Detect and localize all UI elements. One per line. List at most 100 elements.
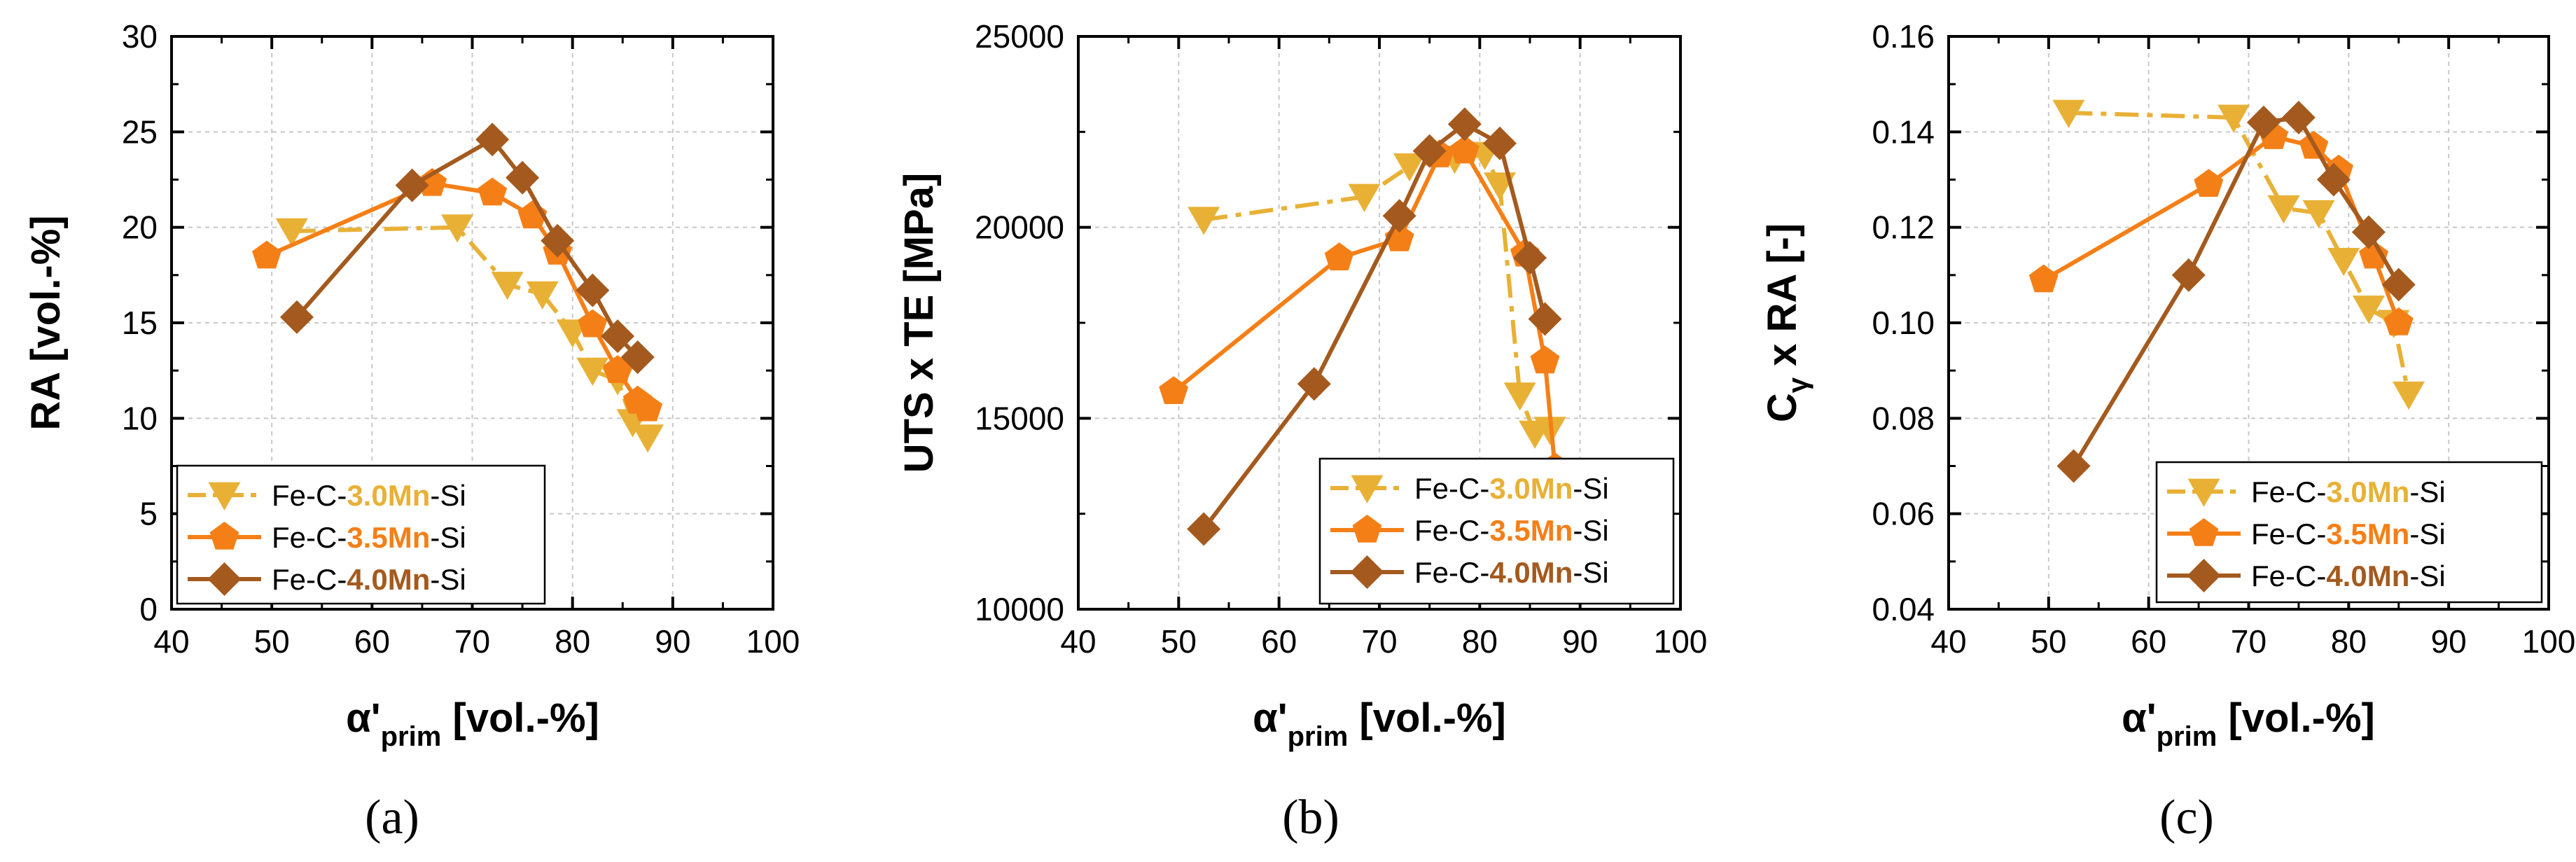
legend-label: Fe-C-3.0Mn-Si	[272, 479, 466, 512]
x-tick-label: 40	[1930, 623, 1966, 660]
x-tick-label: 90	[2431, 623, 2467, 660]
x-tick-label: 80	[2331, 623, 2367, 660]
y-axis-label: UTS x TE [MPa]	[896, 173, 942, 473]
y-tick-label: 20000	[975, 209, 1064, 246]
data-point	[633, 393, 662, 422]
y-tick-label: 10	[122, 400, 158, 436]
y-tick-label: 25	[122, 113, 158, 150]
legend-label: Fe-C-3.0Mn-Si	[2251, 475, 2446, 508]
data-point	[578, 309, 608, 338]
y-tick-label: 0.12	[1872, 209, 1935, 246]
data-point	[2302, 200, 2335, 229]
legend-label: Fe-C-3.0Mn-Si	[1414, 472, 1609, 505]
y-axis-label: RA [vol.-%]	[23, 215, 69, 430]
data-point	[2327, 247, 2360, 277]
data-point	[576, 273, 610, 307]
data-point	[1187, 512, 1221, 546]
x-tick-label: 100	[746, 623, 800, 660]
data-point	[2052, 99, 2085, 128]
data-point	[1297, 367, 1331, 401]
data-point	[620, 340, 655, 375]
x-tick-label: 50	[2031, 623, 2066, 660]
data-point	[2028, 264, 2059, 293]
x-tick-label: 100	[1654, 623, 1708, 660]
legend-marker	[209, 522, 239, 550]
data-point	[541, 223, 575, 258]
data-point	[275, 218, 308, 246]
legend-label: Fe-C-4.0Mn-Si	[272, 563, 466, 596]
data-point	[1513, 241, 1547, 275]
series-3-5mn	[2028, 121, 2414, 335]
data-point	[1393, 153, 1426, 182]
chart-panel-3: 40 50 60 70 80 90 100 0.04 0.06 0.08 0.10 0.12 0.14 0…	[1760, 18, 2575, 844]
data-point	[279, 300, 314, 334]
legend-marker	[2187, 478, 2220, 507]
legend-marker	[1351, 475, 1384, 503]
x-tick-label: 70	[2231, 623, 2267, 660]
series-3-0mn	[1188, 141, 1566, 449]
y-tick-label: 0.08	[1872, 400, 1935, 436]
data-point	[1447, 107, 1482, 141]
panel-caption: (a)	[365, 791, 419, 844]
series-4-0mn	[2056, 100, 2416, 483]
series-4-0mn	[279, 123, 655, 375]
data-point	[2056, 449, 2091, 483]
data-point	[2267, 195, 2300, 224]
data-point	[441, 214, 474, 243]
x-axis-label: α'prim [vol.-%]	[1253, 695, 1506, 752]
legend: Fe-C-3.0Mn-Si Fe-C-3.5Mn-Si Fe-C-4.0Mn-Si	[2155, 461, 2543, 604]
chart-panel-1: 40 50 60 70 80 90 100 0 5 10 15 20 25 30 Fe-C-3.0Mn-Si…	[23, 18, 800, 844]
data-point	[576, 357, 609, 387]
y-tick-label: 0.04	[1872, 591, 1935, 627]
data-point	[491, 272, 524, 300]
legend-marker	[208, 482, 241, 510]
data-point	[2218, 104, 2250, 133]
y-tick-label: 0.10	[1872, 305, 1935, 341]
y-tick-label: 0.14	[1872, 113, 1935, 150]
data-point	[2281, 100, 2316, 134]
y-tick-label: 5	[139, 496, 158, 532]
data-point	[1503, 382, 1536, 411]
y-tick-label: 25000	[975, 18, 1064, 55]
x-tick-label: 40	[153, 623, 189, 660]
data-point	[601, 319, 635, 354]
legend-marker	[1350, 555, 1384, 589]
data-point	[2359, 240, 2388, 269]
panel-caption: (b)	[1282, 791, 1339, 844]
legend-label: Fe-C-4.0Mn-Si	[1414, 556, 1609, 589]
data-point	[1188, 207, 1220, 235]
data-point	[2351, 215, 2386, 249]
x-tick-label: 40	[1060, 623, 1096, 660]
data-point	[1412, 134, 1447, 168]
data-point	[2352, 296, 2385, 324]
data-point	[1382, 199, 1416, 233]
data-point	[1449, 135, 1480, 164]
data-point	[2194, 169, 2224, 197]
legend-marker	[1352, 515, 1382, 543]
data-point	[1483, 126, 1517, 160]
y-axis-label: Cγ x RA [-]	[1760, 223, 1813, 422]
data-point	[2171, 258, 2206, 292]
data-point	[2381, 267, 2416, 302]
y-tick-label: 0.06	[1872, 496, 1935, 532]
x-tick-label: 90	[655, 623, 690, 660]
series-line	[2068, 111, 2411, 395]
data-point	[1528, 302, 1562, 336]
data-point	[526, 281, 559, 310]
data-point	[1159, 376, 1189, 404]
x-tick-label: 70	[1361, 623, 1397, 660]
plot-frame	[1077, 35, 1682, 611]
legend: Fe-C-3.0Mn-Si Fe-C-3.5Mn-Si Fe-C-4.0Mn-Si	[176, 464, 546, 605]
legend-marker	[207, 562, 242, 596]
x-tick-label: 50	[254, 623, 290, 660]
data-point	[478, 177, 508, 206]
x-tick-label: 60	[354, 623, 390, 660]
data-point	[395, 168, 429, 202]
y-tick-label: 20	[122, 209, 158, 246]
y-tick-label: 15	[122, 305, 158, 341]
plot-frame	[170, 35, 774, 611]
data-point	[2383, 307, 2414, 335]
x-tick-label: 60	[2131, 623, 2166, 660]
y-tick-label: 0	[139, 591, 158, 627]
